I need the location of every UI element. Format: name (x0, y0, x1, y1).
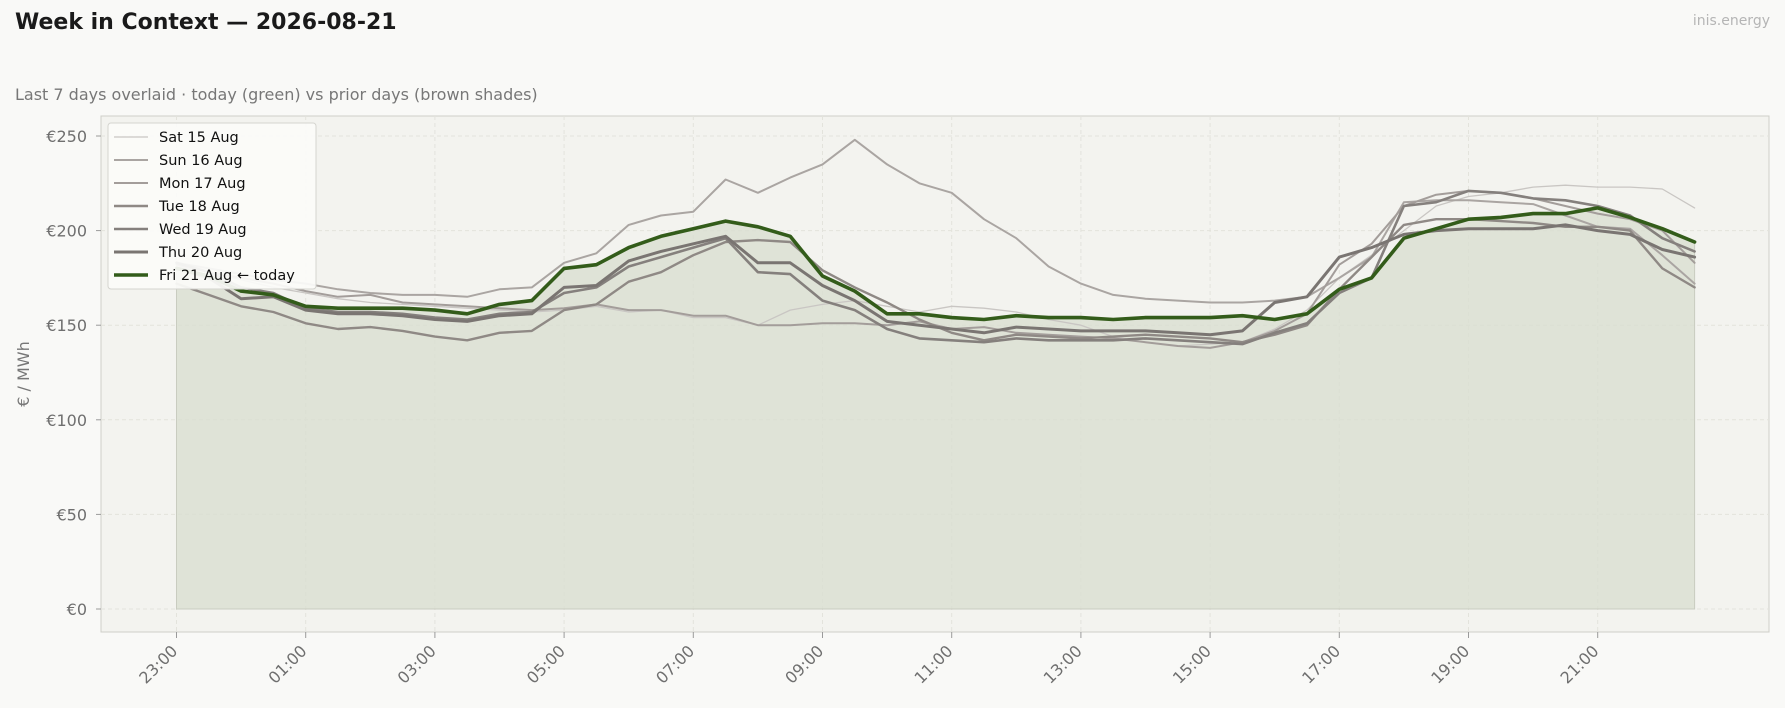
page-title: Week in Context — 2026-08-21 (15, 10, 397, 35)
legend-box (107, 122, 317, 290)
y-tick-label: €250 (46, 127, 87, 146)
legend-label: Mon 17 Aug (159, 176, 246, 192)
series-line-sat-15-aug (175, 184, 1696, 347)
y-axis: €0 €50 €100 €150 €200 €250 (46, 127, 101, 619)
legend-label: Tue 18 Aug (158, 199, 240, 215)
legend-label: Thu 20 Aug (158, 245, 242, 261)
legend-label: Fri 21 Aug ← today (159, 268, 295, 284)
x-tick-label: 03:00 (394, 641, 440, 687)
x-tick-label: 15:00 (1169, 641, 1215, 687)
brand-watermark: inis.energy (1692, 13, 1770, 29)
x-tick-label: 19:00 (1427, 641, 1473, 687)
chart-subtitle: Last 7 days overlaid · today (green) vs … (15, 85, 538, 104)
y-tick-label: €100 (46, 411, 87, 430)
y-tick-label: €150 (46, 316, 87, 335)
x-tick-label: 01:00 (264, 641, 310, 687)
legend-label: Sun 16 Aug (159, 153, 243, 169)
series-line-fri-21-aug (174, 206, 1697, 322)
series-line-wed-19-aug (175, 189, 1696, 346)
x-tick-label: 09:00 (781, 641, 827, 687)
legend-label: Wed 19 Aug (159, 222, 247, 238)
x-tick-label: 05:00 (523, 641, 569, 687)
x-tick-label: 23:00 (135, 641, 181, 687)
series-line-thu-20-aug (175, 223, 1697, 337)
y-tick-label: €200 (46, 222, 87, 241)
legend: Sat 15 Aug Sun 16 Aug Mon 17 Aug Tue 18 Aug… (107, 122, 317, 290)
x-axis: 23:00 01:00 03:00 05:00 07:00 09:00 11:00 13:00… (135, 632, 1603, 687)
x-tick-label: 11:00 (910, 641, 956, 687)
series-lines (174, 138, 1697, 349)
x-tick-label: 07:00 (652, 641, 698, 687)
x-tick-label: 17:00 (1298, 641, 1344, 687)
y-axis-title: € / MWh (14, 341, 33, 407)
legend-label: Sat 15 Aug (159, 130, 239, 146)
y-tick-label: €50 (56, 505, 87, 524)
y-tick-label: €0 (67, 600, 87, 619)
x-tick-label: 13:00 (1040, 641, 1086, 687)
x-tick-label: 21:00 (1556, 641, 1602, 687)
